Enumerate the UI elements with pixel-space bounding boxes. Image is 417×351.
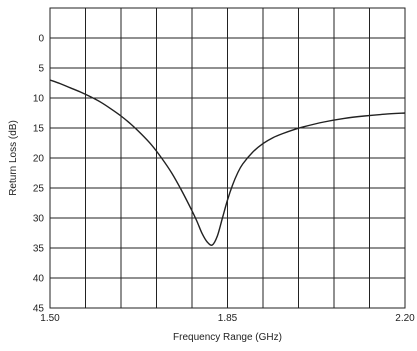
y-tick-label: 45	[33, 304, 45, 315]
y-tick-labels: 0 5 10 15 20 25 30 35 40 45	[33, 34, 45, 315]
chart-grid	[50, 8, 405, 308]
y-tick-label: 40	[33, 274, 45, 285]
y-tick-label: 30	[33, 214, 45, 225]
return-loss-curve	[49, 79, 406, 246]
y-tick-label: 10	[33, 94, 45, 105]
x-tick-labels: 1.50 1.85 2.20	[40, 313, 415, 324]
y-axis-label: Return Loss (dB)	[8, 120, 19, 196]
y-tick-label: 35	[33, 244, 45, 255]
x-tick-label: 1.85	[218, 313, 238, 324]
y-tick-label: 20	[33, 154, 45, 165]
x-axis-label: Frequency Range (GHz)	[173, 332, 282, 343]
x-tick-label: 1.50	[40, 313, 60, 324]
y-tick-label: 15	[33, 124, 45, 135]
y-tick-label: 5	[38, 64, 44, 75]
x-tick-label: 2.20	[395, 313, 415, 324]
y-tick-label: 0	[38, 34, 44, 45]
plot-frame	[49, 7, 406, 309]
y-tick-label: 25	[33, 184, 45, 195]
